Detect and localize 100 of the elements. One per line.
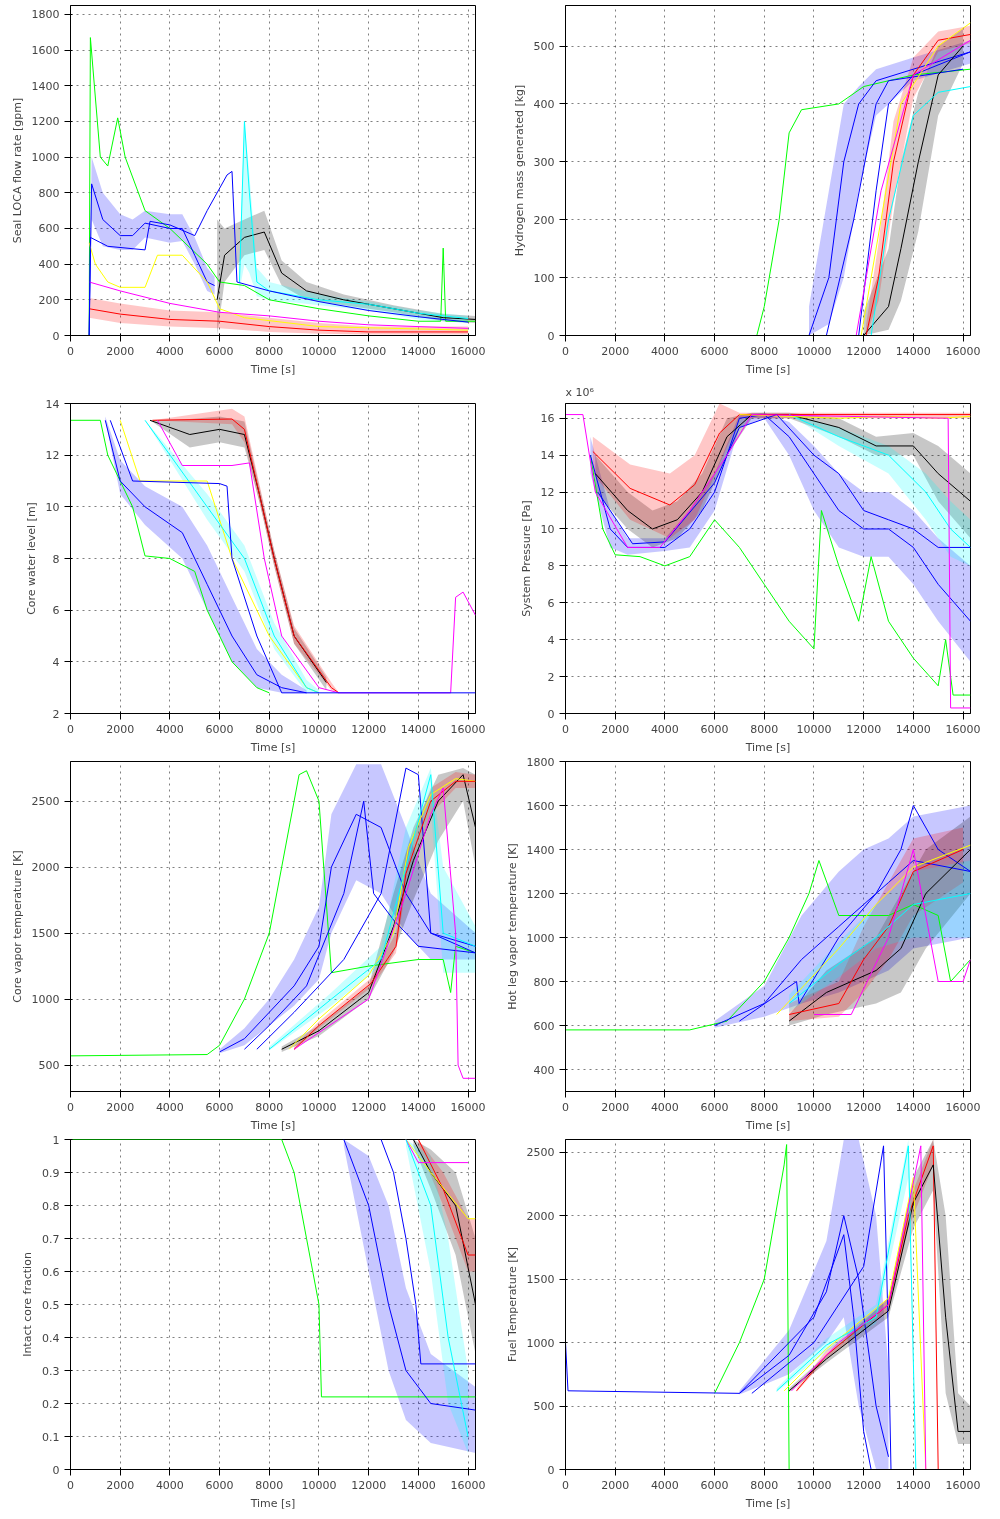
- x-tick-label: 16000: [450, 1100, 486, 1114]
- x-tick-label: 4000: [155, 344, 184, 358]
- x-tick-label: 6000: [205, 1100, 234, 1114]
- x-tick-label: 10000: [301, 722, 337, 736]
- y-tick-label: 2: [547, 670, 555, 684]
- x-tick-label: 0: [67, 344, 74, 358]
- x-tick-label: 6000: [700, 722, 729, 736]
- y-tick-label: 1200: [526, 887, 555, 901]
- x-tick-label: 8000: [255, 1478, 284, 1492]
- y-tick-label: 12: [45, 449, 60, 463]
- y-tick-label: 1600: [31, 44, 60, 58]
- y-axis-title: Hot leg vapor temperature [K]: [505, 843, 519, 1010]
- x-axis-title: Time [s]: [744, 1118, 791, 1132]
- y-tick-label: 500: [533, 1400, 555, 1414]
- x-tick-label: 16000: [450, 722, 486, 736]
- y-tick-label: 0: [547, 1463, 555, 1477]
- y-tick-label: 400: [533, 1063, 555, 1077]
- y-tick-label: 1: [52, 1133, 60, 1147]
- y-tick-label: 14: [45, 397, 60, 411]
- x-tick-label: 2000: [601, 722, 630, 736]
- y-tick-label: 0.3: [42, 1364, 60, 1378]
- y-axis-title: Fuel Temperature [K]: [505, 1246, 519, 1362]
- y-axis-title: Hydrogen mass generated [kg]: [512, 84, 526, 257]
- y-tick-label: 1400: [526, 843, 555, 857]
- y-tick-label: 1800: [31, 8, 60, 22]
- x-tick-label: 8000: [750, 722, 779, 736]
- x-axis-title: Time [s]: [744, 740, 791, 754]
- y-tick-label: 600: [38, 222, 60, 236]
- x-tick-label: 4000: [650, 1478, 679, 1492]
- x-tick-label: 14000: [400, 344, 436, 358]
- x-tick-label: 14000: [400, 1478, 436, 1492]
- y-tick-label: 0: [52, 329, 60, 343]
- y-tick-label: 1600: [526, 799, 555, 813]
- y-axis-title: Core vapor temperature [K]: [10, 850, 24, 1003]
- x-tick-label: 4000: [155, 1478, 184, 1492]
- y-tick-label: 12: [540, 486, 555, 500]
- y-tick-label: 800: [38, 186, 60, 200]
- y-tick-label: 0.2: [42, 1397, 60, 1411]
- x-tick-label: 6000: [205, 344, 234, 358]
- y-tick-label: 8: [52, 552, 60, 566]
- y-tick-label: 0.9: [42, 1166, 60, 1180]
- y-tick-label: 100: [533, 271, 555, 285]
- x-tick-label: 8000: [750, 344, 779, 358]
- x-tick-label: 12000: [846, 1100, 882, 1114]
- y-axis-title: Seal LOCA flow rate [gpm]: [10, 97, 24, 244]
- y-tick-label: 2000: [31, 861, 60, 875]
- y-tick-label: 4: [52, 655, 60, 669]
- y-tick-label: 16: [540, 412, 555, 426]
- x-tick-label: 14000: [895, 344, 931, 358]
- x-tick-label: 12000: [351, 722, 387, 736]
- y-tick-label: 500: [533, 40, 555, 54]
- x-tick-label: 0: [67, 1100, 74, 1114]
- x-tick-label: 0: [67, 1478, 74, 1492]
- x-axis-title: Time [s]: [744, 362, 791, 376]
- x-tick-label: 4000: [650, 344, 679, 358]
- x-tick-label: 12000: [351, 344, 387, 358]
- x-tick-label: 2000: [106, 722, 135, 736]
- y-tick-label: 10: [45, 500, 60, 514]
- y-tick-label: 0.1: [42, 1430, 60, 1444]
- y-tick-label: 1000: [526, 931, 555, 945]
- y-tick-label: 0.7: [42, 1232, 60, 1246]
- x-tick-label: 10000: [796, 1478, 832, 1492]
- y-tick-label: 0: [547, 707, 555, 721]
- x-tick-label: 10000: [796, 344, 832, 358]
- y-tick-label: 2500: [526, 1146, 555, 1160]
- x-tick-label: 16000: [450, 1478, 486, 1492]
- x-tick-label: 4000: [650, 1100, 679, 1114]
- y-tick-label: 0.8: [42, 1199, 60, 1213]
- x-tick-label: 10000: [796, 722, 832, 736]
- y-tick-label: 600: [533, 1019, 555, 1033]
- x-tick-label: 2000: [601, 344, 630, 358]
- y-axis-title: System Pressure [Pa]: [519, 500, 533, 617]
- x-tick-label: 16000: [945, 1100, 981, 1114]
- x-tick-label: 0: [562, 722, 569, 736]
- y-tick-label: 400: [533, 97, 555, 111]
- x-tick-label: 2000: [106, 1100, 135, 1114]
- x-tick-label: 2000: [601, 1100, 630, 1114]
- y-tick-label: 1800: [526, 755, 555, 769]
- y-tick-label: 14: [540, 449, 555, 463]
- x-axis-title: Time [s]: [249, 740, 296, 754]
- y-tick-label: 800: [533, 975, 555, 989]
- x-tick-label: 12000: [351, 1478, 387, 1492]
- x-tick-label: 8000: [255, 722, 284, 736]
- y-tick-label: 0: [547, 329, 555, 343]
- x-tick-label: 6000: [205, 1478, 234, 1492]
- x-tick-label: 14000: [895, 722, 931, 736]
- x-tick-label: 10000: [301, 1478, 337, 1492]
- y-tick-label: 0.6: [42, 1265, 60, 1279]
- x-axis-title: Time [s]: [249, 1496, 296, 1510]
- text: x 10⁶: [565, 385, 595, 399]
- y-tick-label: 1000: [31, 993, 60, 1007]
- x-tick-label: 12000: [846, 1478, 882, 1492]
- y-tick-label: 2500: [31, 795, 60, 809]
- x-tick-label: 14000: [400, 1100, 436, 1114]
- y-tick-label: 1400: [31, 79, 60, 93]
- y-tick-label: 0.4: [42, 1331, 60, 1345]
- x-tick-label: 10000: [301, 344, 337, 358]
- x-tick-label: 2000: [106, 344, 135, 358]
- y-tick-label: 8: [547, 559, 555, 573]
- x-tick-label: 0: [67, 722, 74, 736]
